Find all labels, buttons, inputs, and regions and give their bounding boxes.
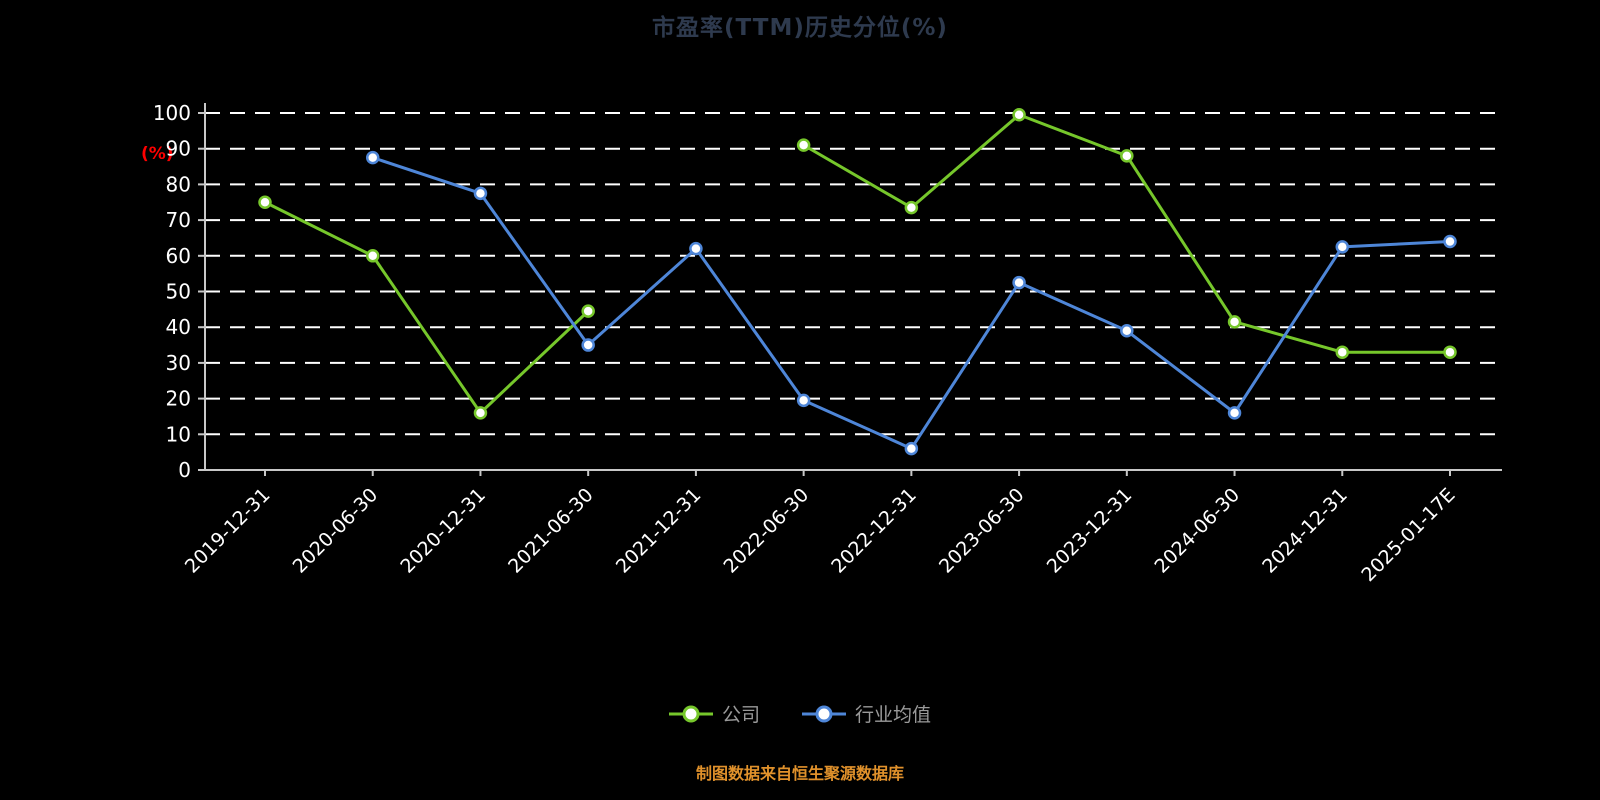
legend-item-1[interactable]: 行业均值 (802, 700, 931, 727)
y-tick-label: 70 (166, 208, 191, 232)
y-tick-label: 60 (166, 244, 191, 268)
legend-label-0: 公司 (721, 704, 760, 726)
series-marker-1 (1012, 275, 1026, 290)
x-tick-label: 2025-01-17E (1357, 484, 1459, 586)
series-marker-0 (258, 195, 272, 209)
series-marker-0 (796, 138, 811, 152)
x-tick-label: 2019-12-31 (181, 484, 275, 578)
series-marker-1 (689, 241, 703, 256)
y-axis-unit-label: (%) (141, 144, 174, 164)
series-marker-0 (1012, 108, 1026, 122)
x-tick-label: 2021-06-30 (504, 484, 598, 578)
series-marker-0 (473, 406, 488, 420)
series-marker-1 (581, 338, 595, 352)
x-tick-label: 2023-12-31 (1043, 484, 1137, 578)
y-tick-label: 20 (166, 387, 191, 411)
x-tick-label: 2022-12-31 (827, 484, 921, 578)
y-tick-label: 40 (166, 315, 191, 339)
series-marker-1 (365, 150, 380, 165)
series-marker-1 (1443, 234, 1457, 249)
y-tick-label: 50 (166, 280, 191, 304)
y-tick-label: 90 (166, 137, 191, 161)
series-marker-0 (1335, 345, 1350, 359)
y-tick-label: 100 (153, 101, 191, 125)
series-marker-1 (904, 441, 919, 456)
series-marker-1 (1335, 240, 1350, 254)
x-tick-label: 2022-06-30 (720, 484, 814, 578)
x-tick-label: 2023-06-30 (935, 484, 1029, 578)
x-tick-label: 2020-06-30 (289, 484, 383, 578)
y-tick-label: 10 (166, 422, 191, 446)
series-marker-1 (1227, 406, 1242, 420)
series-marker-1 (796, 393, 811, 408)
series-marker-1 (1120, 324, 1134, 338)
y-tick-label: 0 (178, 458, 191, 482)
data-source-note: 制图数据来自恒生聚源数据库 (695, 764, 904, 783)
y-tick-label: 30 (166, 351, 191, 375)
x-tick-label: 2024-06-30 (1150, 484, 1244, 578)
series-marker-0 (365, 249, 380, 263)
series-line-0 (263, 200, 590, 415)
legend-marker-icon (668, 705, 713, 722)
series-marker-0 (904, 200, 919, 215)
y-tick-label: 80 (166, 172, 191, 196)
chart-title: 市盈率(TTM)历史分位(%) (652, 15, 948, 41)
series-marker-0 (581, 304, 595, 318)
legend-item-0[interactable]: 公司 (668, 700, 760, 727)
series-marker-0 (1120, 149, 1134, 163)
legend-label-1: 行业均值 (855, 704, 932, 726)
x-tick-label: 2020-12-31 (396, 484, 490, 578)
legend-marker-icon (802, 705, 846, 722)
x-tick-label: 2024-12-31 (1258, 484, 1352, 578)
series-marker-0 (1227, 315, 1242, 329)
series-marker-1 (473, 186, 488, 201)
series-marker-0 (1443, 345, 1457, 359)
x-tick-label: 2021-12-31 (612, 484, 706, 578)
legend: 公司 行业均值 (0, 700, 1600, 727)
